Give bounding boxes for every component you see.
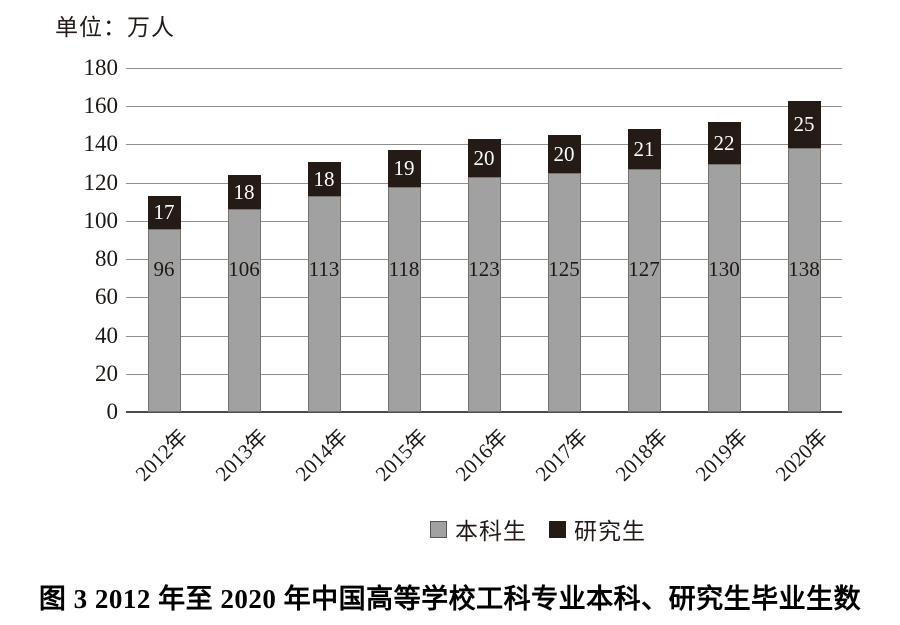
bar-segment-undergrad bbox=[547, 173, 581, 412]
y-axis-tick-label: 20 bbox=[95, 360, 118, 386]
x-axis-tick-label: 2016年 bbox=[450, 424, 513, 486]
grad-value-label: 22 bbox=[713, 130, 735, 155]
y-axis-tick-label: 40 bbox=[95, 322, 118, 348]
x-axis-line bbox=[126, 411, 842, 413]
bar-segment-undergrad bbox=[147, 228, 181, 412]
x-axis-tick-label: 2017年 bbox=[530, 424, 593, 486]
x-axis-tick-label: 2019年 bbox=[690, 424, 753, 486]
grad-value-label: 18 bbox=[313, 166, 335, 191]
bar-segment-undergrad bbox=[707, 163, 741, 412]
bar-segment-grad bbox=[627, 129, 661, 170]
undergrad-value-label: 127 bbox=[628, 257, 660, 281]
grad-value-label: 19 bbox=[393, 156, 415, 181]
undergrad-value-label: 106 bbox=[228, 257, 260, 281]
undergrad-swatch-icon bbox=[430, 520, 447, 538]
legend-label-undergrad: 本科生 bbox=[455, 519, 527, 544]
bar-segment-grad bbox=[467, 138, 501, 177]
legend: 本科生 研究生 bbox=[126, 512, 896, 546]
bar-segment-grad bbox=[307, 161, 341, 197]
grad-value-label: 18 bbox=[233, 180, 255, 205]
undergrad-value-label: 113 bbox=[308, 257, 340, 281]
bar-segment-undergrad bbox=[787, 148, 821, 412]
y-axis-tick-label: 160 bbox=[83, 93, 119, 119]
x-axis-tick-label: 2014年 bbox=[290, 424, 353, 486]
bar-segment-grad bbox=[387, 150, 421, 187]
grad-value-label: 20 bbox=[473, 145, 495, 170]
grad-value-label: 17 bbox=[153, 200, 175, 225]
y-axis-tick-label: 140 bbox=[83, 131, 119, 157]
grad-swatch-icon bbox=[549, 520, 566, 538]
unit-label: 单位：万人 bbox=[55, 15, 175, 40]
y-axis-tick-label: 180 bbox=[83, 55, 119, 80]
y-axis-tick-label: 60 bbox=[95, 284, 118, 310]
bar-segment-grad bbox=[227, 175, 261, 210]
x-axis-tick-label: 2013年 bbox=[210, 424, 273, 486]
y-axis-tick-label: 80 bbox=[95, 246, 118, 272]
bar-segment-undergrad bbox=[307, 196, 341, 412]
bar-segment-grad bbox=[707, 121, 741, 164]
bar-segment-grad bbox=[547, 134, 581, 174]
grad-value-label: 25 bbox=[793, 112, 815, 137]
bar-segment-undergrad bbox=[627, 169, 661, 412]
gridline bbox=[126, 106, 842, 108]
undergrad-value-label: 123 bbox=[468, 257, 500, 281]
plot-area: 17 96 2012年 18 106 2013年 18 113 2014年 19 118 2015年 2… bbox=[126, 68, 842, 486]
bar-segment-undergrad bbox=[467, 176, 501, 412]
y-axis-tick-label: 0 bbox=[106, 399, 119, 424]
figure-caption: 图 3 2012 年至 2020 年中国高等学校工科专业本科、研究生毕业生数 bbox=[38, 584, 862, 614]
bar-segment-grad bbox=[147, 196, 181, 229]
bar-segment-undergrad bbox=[227, 209, 261, 412]
gridline bbox=[126, 68, 842, 69]
legend-item-undergrad: 本科生 bbox=[430, 512, 527, 546]
grad-value-label: 21 bbox=[633, 137, 655, 162]
x-axis-tick-label: 2012年 bbox=[130, 424, 193, 486]
undergrad-value-label: 130 bbox=[708, 257, 740, 281]
undergrad-value-label: 125 bbox=[548, 257, 580, 281]
legend-label-grad: 研究生 bbox=[574, 519, 646, 544]
undergrad-value-label: 118 bbox=[388, 257, 420, 281]
bar-segment-undergrad bbox=[387, 186, 421, 412]
bar-segment-grad bbox=[787, 100, 821, 149]
undergrad-value-label: 96 bbox=[153, 257, 175, 281]
y-axis-tick-label: 120 bbox=[83, 169, 119, 195]
y-axis-tick-label: 100 bbox=[83, 207, 119, 233]
x-axis-tick-label: 2020年 bbox=[770, 424, 833, 486]
x-axis-tick-label: 2015年 bbox=[370, 424, 433, 486]
undergrad-value-label: 138 bbox=[788, 257, 820, 281]
x-axis-tick-label: 2018年 bbox=[610, 424, 673, 486]
legend-item-grad: 研究生 bbox=[549, 512, 646, 546]
grad-value-label: 20 bbox=[553, 142, 575, 166]
